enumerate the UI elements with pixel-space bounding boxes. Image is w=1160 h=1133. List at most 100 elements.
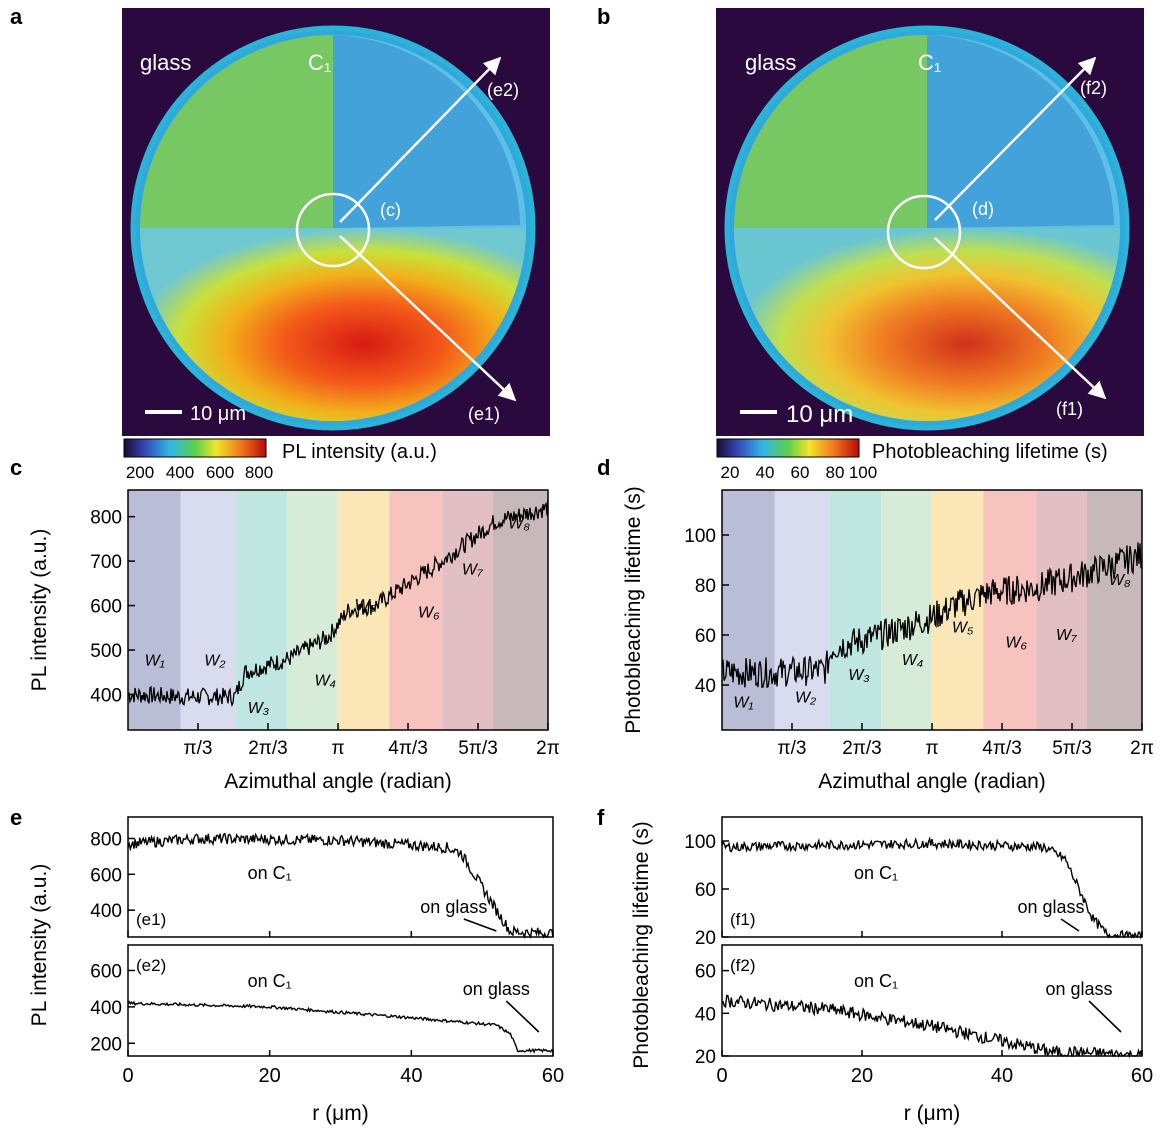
x-tick-label: 2π [536, 738, 560, 759]
domain-label: W₈ [508, 516, 530, 533]
y-tick-label: 800 [90, 508, 122, 529]
annotation-on-glass: on glass [420, 897, 487, 917]
colorbar-tick: 40 [756, 463, 775, 482]
colorbar-tick: 800 [245, 463, 273, 482]
panel-a-image: glass C₁ (c) (e2) (e1) 10 μm [122, 8, 550, 436]
scalebar [740, 410, 777, 414]
subplot-label: (e1) [136, 910, 166, 929]
domain-label: W₃ [248, 700, 269, 717]
subplot-label: (f1) [730, 910, 756, 929]
annotation-on-glass: on glass [463, 979, 530, 999]
domain-band [1086, 490, 1142, 730]
x-tick-label: 2π/3 [842, 738, 882, 759]
domain-label: W₇ [462, 561, 484, 578]
chart-f: 20 60 100 (f1) on C₁ on glass 20 40 60 (f2) on C₁ o… [630, 816, 1153, 1125]
y-tick-label: 100 [684, 832, 716, 853]
domain-label: W₆ [1005, 635, 1027, 652]
y-tick-label: 800 [90, 829, 122, 850]
data-line [127, 832, 554, 940]
y-tick-label: 400 [90, 998, 122, 1019]
chart-d: W₁ W₂ W₃ W₄ W₅ W₆ W₇ W₈ π/3 2π/3 π 4π/3 5π/3 2π 40 60 80… [622, 486, 1154, 793]
chart-c: W₁ W₂ W₃ W₄ W₅ W₆ W₇ W₈ π/3 2π/3 π 4π/3 5π/3 2π 400 500… [28, 489, 560, 793]
annotation-pointer [1060, 918, 1080, 932]
domain-green [734, 35, 927, 228]
label-f2: (f2) [1080, 78, 1107, 98]
domain-band [722, 490, 775, 730]
label-f1: (f1) [1056, 399, 1083, 419]
data-line [127, 499, 549, 708]
colorbar-gradient [123, 438, 267, 458]
disk-rim [724, 25, 1130, 431]
arc-marker [295, 192, 371, 268]
annotation-pointer [1088, 1000, 1122, 1033]
y-axis-label: PL intensity (a.u.) [28, 864, 51, 1027]
annotation-pointer [463, 918, 497, 932]
arrow-f1 [934, 237, 1107, 400]
y-tick-label: 600 [90, 961, 122, 982]
colorbar-tick: 400 [166, 463, 194, 482]
y-axis-label: Photobleaching lifetime (s) [630, 821, 653, 1068]
colorbar-title: Photobleaching lifetime (s) [872, 441, 1108, 463]
plot-frame [127, 816, 554, 938]
domain-label: W₁ [733, 695, 753, 712]
domain-band [492, 490, 548, 730]
annotation-on-c1: on C₁ [854, 863, 898, 883]
domain-band [287, 490, 338, 730]
label-arrow-d: (d) [972, 199, 994, 219]
x-tick-label: π/3 [778, 738, 807, 759]
domain-band [881, 490, 932, 730]
annotation-on-glass: on glass [1045, 979, 1112, 999]
y-tick-label: 400 [90, 901, 122, 922]
domain-green [140, 35, 333, 228]
arc-marker [886, 194, 962, 270]
y-tick-label: 400 [90, 685, 122, 706]
subplot-(f2): 20 40 60 (f2) on C₁ on glass [695, 944, 1143, 1068]
x-tick-label: 2π/3 [248, 738, 288, 759]
y-tick-label: 700 [90, 552, 122, 573]
label-e2: (e2) [487, 80, 519, 100]
x-tick-label: 60 [542, 1065, 564, 1087]
colorbar-tick: 60 [791, 463, 810, 482]
domain-band [180, 490, 236, 730]
panel-letter-a: a [10, 4, 23, 29]
domain-band [235, 490, 288, 730]
domain-band [1036, 490, 1087, 730]
domain-label: W₅ [952, 620, 974, 637]
x-axis-label: Azimuthal angle (radian) [224, 770, 452, 793]
domain-label: W₆ [418, 605, 440, 622]
domain-label: W₅ [355, 597, 377, 614]
label-c1: C₁ [308, 50, 331, 75]
y-tick-label: 600 [90, 865, 122, 886]
domain-label: W₁ [145, 653, 165, 670]
domain-label: W₈ [1109, 572, 1131, 589]
scalebar [145, 410, 182, 414]
y-tick-label: 600 [90, 597, 122, 618]
subplot-label: (e2) [136, 956, 166, 975]
domain-band [829, 490, 882, 730]
domain-label: W₄ [314, 673, 336, 690]
x-tick-label: 2π [1130, 738, 1154, 759]
arrow-e1 [339, 235, 517, 402]
panel-b-image: glass C₁ (d) (f2) (f1) 10 μm [716, 8, 1144, 436]
domain-hot [140, 228, 526, 421]
domain-label: W₇ [1056, 627, 1078, 644]
domain-band [442, 490, 493, 730]
panel-letter-f: f [597, 805, 605, 830]
y-tick-label: 60 [695, 962, 716, 983]
x-tick-label: π [331, 738, 344, 759]
x-tick-label: 5π/3 [1052, 738, 1092, 759]
scalebar-label: 10 μm [190, 403, 246, 425]
panel-letter-d: d [597, 455, 610, 480]
y-tick-label: 500 [90, 641, 122, 662]
y-tick-label: 60 [695, 626, 716, 647]
domain-band [389, 490, 443, 730]
plot-frame [721, 944, 1143, 1057]
x-tick-label: π/3 [184, 738, 213, 759]
x-tick-label: 20 [259, 1065, 281, 1087]
y-tick-label: 200 [90, 1034, 122, 1055]
y-tick-label: 20 [695, 928, 716, 949]
x-tick-label: 4π/3 [388, 738, 428, 759]
x-axis-label: Azimuthal angle (radian) [818, 770, 1046, 793]
